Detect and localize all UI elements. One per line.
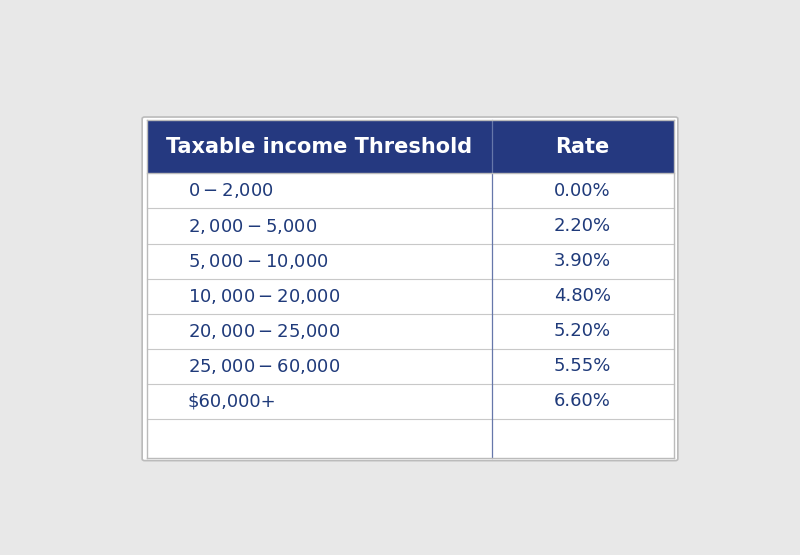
Text: $20,000 - $25,000: $20,000 - $25,000 [188,322,340,341]
Text: 2.20%: 2.20% [554,217,611,235]
Text: 3.90%: 3.90% [554,252,611,270]
Text: 4.80%: 4.80% [554,287,611,305]
FancyBboxPatch shape [146,244,674,279]
Text: 6.60%: 6.60% [554,392,611,410]
Text: $10,000 - $20,000: $10,000 - $20,000 [188,286,340,306]
Text: $5,000 - $10,000: $5,000 - $10,000 [188,251,329,270]
Text: 5.20%: 5.20% [554,322,611,340]
Text: $25,000 - $60,000: $25,000 - $60,000 [188,357,340,376]
Text: Rate: Rate [555,137,610,157]
Text: 0.00%: 0.00% [554,182,611,200]
FancyBboxPatch shape [146,120,674,173]
Text: $2,000 - $5,000: $2,000 - $5,000 [188,216,318,235]
Text: 5.55%: 5.55% [554,357,611,375]
FancyBboxPatch shape [146,173,674,209]
FancyBboxPatch shape [146,384,674,418]
Text: $0 - $2,000: $0 - $2,000 [188,181,274,200]
Text: Taxable income Threshold: Taxable income Threshold [166,137,472,157]
FancyBboxPatch shape [146,279,674,314]
FancyBboxPatch shape [146,209,674,244]
FancyBboxPatch shape [146,349,674,384]
Text: $60,000+: $60,000+ [188,392,277,410]
FancyBboxPatch shape [142,117,678,461]
FancyBboxPatch shape [146,314,674,349]
